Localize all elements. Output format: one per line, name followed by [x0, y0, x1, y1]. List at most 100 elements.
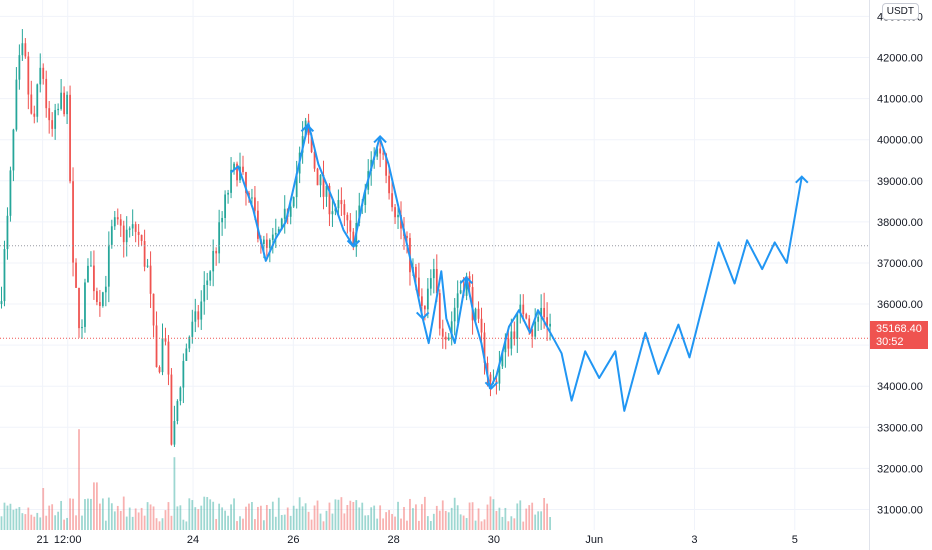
- candle-body: [75, 262, 77, 288]
- candle-body: [215, 250, 218, 254]
- volume-bar: [364, 515, 367, 530]
- volume-bar: [516, 503, 519, 530]
- volume-bar: [432, 513, 435, 530]
- volume-bar: [525, 508, 528, 530]
- volume-bar: [57, 511, 60, 530]
- candle-body: [245, 172, 247, 193]
- candle-body: [549, 323, 551, 327]
- volume-bar: [200, 505, 203, 530]
- candle-body: [93, 265, 95, 292]
- candle-body: [140, 234, 143, 241]
- volume-bar: [456, 505, 459, 530]
- volume-bar: [441, 500, 444, 530]
- arrow-head-icon: [346, 239, 361, 248]
- volume-bar: [465, 518, 468, 530]
- volume-bar: [152, 506, 155, 530]
- candle-body: [197, 311, 200, 320]
- candle-body: [0, 301, 3, 305]
- currency-badge[interactable]: USDT: [881, 3, 919, 20]
- arrow-head-icon: [300, 123, 315, 133]
- candle-body: [519, 304, 522, 313]
- volume-bar: [27, 507, 30, 530]
- volume-bar: [125, 516, 128, 530]
- candle-body: [438, 293, 441, 329]
- candle-body: [292, 197, 295, 207]
- volume-bar: [471, 502, 474, 530]
- candle-body: [30, 94, 33, 114]
- volume-bar: [245, 506, 247, 530]
- candle-body: [418, 277, 420, 297]
- candle-body: [48, 108, 51, 121]
- candle-body: [170, 374, 173, 445]
- time-tick-label: Jun: [585, 534, 603, 546]
- candle-body: [534, 321, 537, 337]
- candle-body: [406, 235, 408, 238]
- volume-bar: [313, 505, 316, 530]
- candle-body: [477, 308, 480, 319]
- time-axis[interactable]: 21 12:00 24 26 28 30 Jun 3 5: [36, 534, 797, 546]
- candle-body: [483, 332, 486, 363]
- candle-body: [385, 153, 388, 176]
- candle-body: [346, 214, 349, 221]
- volume-bar: [328, 502, 331, 530]
- candle-body: [254, 197, 256, 211]
- volume-bar: [113, 511, 116, 530]
- candle-body: [185, 348, 188, 361]
- candle-body: [507, 338, 510, 349]
- candle-body: [51, 120, 54, 129]
- candle-body: [277, 229, 280, 233]
- volume-bar: [75, 515, 77, 530]
- candle-body: [209, 271, 212, 281]
- volume-bar: [197, 509, 200, 530]
- volume-bar: [403, 506, 405, 530]
- volume-bar: [24, 514, 27, 530]
- price-tick-label: 41000.00: [877, 94, 923, 106]
- price-tick-label: 42000.00: [877, 53, 923, 65]
- volume-bar: [233, 498, 235, 530]
- volume-bar: [429, 521, 432, 530]
- volume-bar: [349, 500, 352, 530]
- candle-body: [107, 244, 110, 287]
- volume-bar: [409, 498, 411, 530]
- trend-drawing[interactable]: [230, 122, 809, 412]
- volume-bar: [501, 516, 504, 530]
- time-tick-label: 5: [792, 534, 798, 546]
- volume-bar: [203, 496, 206, 530]
- candle-body: [394, 207, 396, 218]
- volume-bar: [42, 488, 45, 530]
- volume-bar: [21, 513, 24, 530]
- candle-body: [233, 163, 235, 170]
- volume-bar: [173, 457, 176, 530]
- volume-bar: [179, 505, 182, 530]
- price-axis[interactable]: 31000.0032000.0033000.0034000.0035000.00…: [877, 11, 923, 516]
- volume-bar: [251, 502, 253, 530]
- price-tick-label: 37000.00: [877, 258, 923, 270]
- price-tick-label: 34000.00: [877, 381, 923, 393]
- candle-body: [415, 266, 417, 278]
- volume-bar: [131, 516, 134, 530]
- candle-body: [164, 338, 167, 342]
- volume-bar: [158, 521, 161, 530]
- volume-bar: [423, 496, 426, 530]
- candle-body: [212, 250, 215, 272]
- volume-bar: [155, 518, 158, 530]
- volume-bar: [221, 507, 224, 530]
- candle-body: [104, 286, 107, 293]
- volume-bar: [96, 482, 98, 530]
- forecast-path[interactable]: [230, 122, 803, 412]
- candle-body: [364, 189, 367, 206]
- candle-body: [33, 113, 36, 117]
- volume-bar: [489, 496, 492, 530]
- volume-bar: [346, 505, 349, 530]
- candle-body: [143, 240, 146, 267]
- candle-body: [122, 225, 125, 243]
- candle-body: [262, 239, 265, 245]
- volume-bar: [438, 510, 441, 530]
- candle-body: [450, 321, 453, 338]
- volume-bar: [87, 498, 89, 530]
- candle-body: [69, 94, 71, 182]
- volume-bar: [137, 512, 140, 530]
- volume-bar: [504, 507, 507, 530]
- candle-body: [224, 194, 226, 218]
